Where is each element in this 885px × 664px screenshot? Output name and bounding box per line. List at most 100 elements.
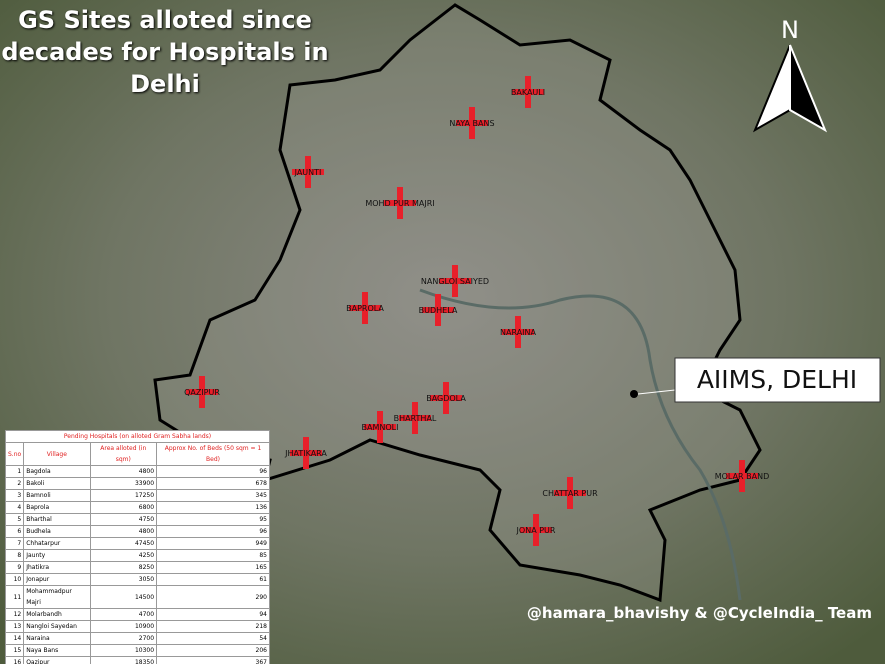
site-label: JONA PUR bbox=[516, 526, 556, 535]
table-cell: Approx No. of Beds (50 sqm = 1 Bed) bbox=[156, 442, 270, 466]
table-cell: 3 bbox=[4, 489, 25, 502]
table-cell: 11 bbox=[4, 585, 25, 609]
table-cell: Budhela bbox=[23, 525, 91, 538]
table-cell: Bharthal bbox=[23, 513, 91, 526]
table-cell: 96 bbox=[156, 525, 270, 538]
table-cell: 7 bbox=[4, 537, 25, 550]
table-cell: 1 bbox=[4, 465, 25, 478]
table-cell: 47450 bbox=[89, 537, 158, 550]
site-label: BAKAULI bbox=[511, 88, 545, 97]
table-cell: 13 bbox=[4, 620, 25, 633]
table-row: S.no Village Area alloted (in sqm) Approx N… bbox=[4, 442, 270, 466]
table-cell: 6 bbox=[4, 525, 25, 538]
site-marker bbox=[520, 514, 552, 546]
table-cell: Bagdola bbox=[23, 465, 91, 478]
table-cell: Village bbox=[23, 442, 91, 466]
table-row: 4 Baprola 6800 136 bbox=[4, 501, 270, 514]
table-cell: Pending Hospitals (on alloted Gram Sabha… bbox=[5, 430, 270, 443]
table-cell: Bakoli bbox=[23, 477, 91, 490]
site-label: MOLAR BAND bbox=[715, 472, 770, 481]
table-cell: 2 bbox=[4, 477, 25, 490]
site-label: NANGLOI SAIYED bbox=[421, 277, 489, 286]
table-cell: 54 bbox=[156, 632, 270, 645]
site-label: QAZIPUR bbox=[184, 388, 220, 397]
table-cell: 95 bbox=[156, 513, 270, 526]
site-marker bbox=[456, 107, 488, 139]
table-cell: Chhatarpur bbox=[23, 537, 91, 550]
table-cell: 9 bbox=[4, 561, 25, 574]
table-cell: 5 bbox=[4, 513, 25, 526]
site-label: JHATIKARA bbox=[284, 449, 327, 458]
table-cell: 4800 bbox=[89, 525, 158, 538]
table-row: Pending Hospitals (on alloted Gram Sabha… bbox=[5, 430, 270, 443]
site-label: BAGDOLA bbox=[426, 394, 466, 403]
table-cell: 14 bbox=[4, 632, 25, 645]
table-cell: 85 bbox=[156, 549, 270, 562]
site-marker bbox=[430, 382, 462, 414]
credit: @hamara_bhavishy & @CycleIndia_ Team bbox=[527, 604, 872, 622]
table-cell: 10300 bbox=[89, 644, 158, 657]
table-row: 6 Budhela 4800 96 bbox=[4, 525, 270, 538]
table-cell: 4 bbox=[4, 501, 25, 514]
table-cell: 10900 bbox=[89, 620, 158, 633]
site-marker bbox=[290, 437, 322, 469]
landmark-box bbox=[674, 357, 881, 403]
river bbox=[419, 288, 742, 601]
site-marker bbox=[512, 76, 544, 108]
site-label: NAYA BANS bbox=[449, 119, 494, 128]
site-label: BAMNOLI bbox=[362, 423, 399, 432]
table-row: 11 Mohammadpur Majri 14500 290 bbox=[4, 585, 270, 609]
site-marker bbox=[422, 294, 454, 326]
table-row: 9 Jhatikra 8250 165 bbox=[4, 561, 270, 574]
site-label: BAPROLA bbox=[346, 304, 384, 313]
site-marker bbox=[726, 460, 758, 492]
site-marker bbox=[399, 402, 431, 434]
table-row: 1 Bagdola 4800 96 bbox=[4, 465, 270, 478]
table-cell: 165 bbox=[156, 561, 270, 574]
map-title: GS Sites alloted since decades for Hospi… bbox=[1, 6, 329, 98]
table-cell: Bamnoli bbox=[23, 489, 91, 502]
landmark-dot bbox=[630, 390, 638, 398]
table-cell: Mohammadpur Majri bbox=[23, 585, 91, 609]
table-cell: Naya Bans bbox=[23, 644, 91, 657]
table-cell: Molarbandh bbox=[23, 608, 91, 621]
site-marker bbox=[364, 411, 396, 443]
table-cell: 6800 bbox=[89, 501, 158, 514]
table-row: 12 Molarbandh 4700 94 bbox=[4, 608, 270, 621]
landmark-label: AIIMS, DELHI bbox=[697, 365, 857, 394]
table-row: 13 Nangloi Sayedan 10900 218 bbox=[4, 620, 270, 633]
table-cell: 4800 bbox=[89, 465, 158, 478]
table-row: 14 Naraina 2700 54 bbox=[4, 632, 270, 645]
compass-label: N bbox=[781, 16, 799, 44]
table-cell: Qazipur bbox=[23, 656, 91, 664]
site-label: BHARTHAL bbox=[394, 414, 437, 423]
table-cell: Naraina bbox=[23, 632, 91, 645]
table-cell: 33900 bbox=[89, 477, 158, 490]
hospital-table: Pending Hospitals (on alloted Gram Sabha… bbox=[4, 430, 270, 664]
table-row: 10 Jonapur 3050 61 bbox=[4, 573, 270, 586]
table-cell: Area alloted (in sqm) bbox=[89, 442, 158, 466]
table-cell: Nangloi Sayedan bbox=[23, 620, 91, 633]
site-marker bbox=[384, 187, 416, 219]
table-cell: 12 bbox=[4, 608, 25, 621]
table-row: 16 Qazipur 18350 367 bbox=[4, 656, 270, 664]
table-cell: 15 bbox=[4, 644, 25, 657]
table-cell: Baprola bbox=[23, 501, 91, 514]
site-label: NARAINA bbox=[500, 328, 537, 337]
table-cell: 4700 bbox=[89, 608, 158, 621]
table-cell: 136 bbox=[156, 501, 270, 514]
table-cell: Jhatikra bbox=[23, 561, 91, 574]
table-cell: 94 bbox=[156, 608, 270, 621]
table-cell: 10 bbox=[4, 573, 25, 586]
table-row: 8 Jaunty 4250 85 bbox=[4, 549, 270, 562]
table-cell: 206 bbox=[156, 644, 270, 657]
table-cell: S.no bbox=[4, 442, 25, 466]
table-cell: Jonapur bbox=[23, 573, 91, 586]
table-cell: 17250 bbox=[89, 489, 158, 502]
table-cell: 949 bbox=[156, 537, 270, 550]
table-cell: 16 bbox=[4, 656, 25, 664]
site-marker bbox=[502, 316, 534, 348]
table-row: 7 Chhatarpur 47450 949 bbox=[4, 537, 270, 550]
table-cell: 8 bbox=[4, 549, 25, 562]
